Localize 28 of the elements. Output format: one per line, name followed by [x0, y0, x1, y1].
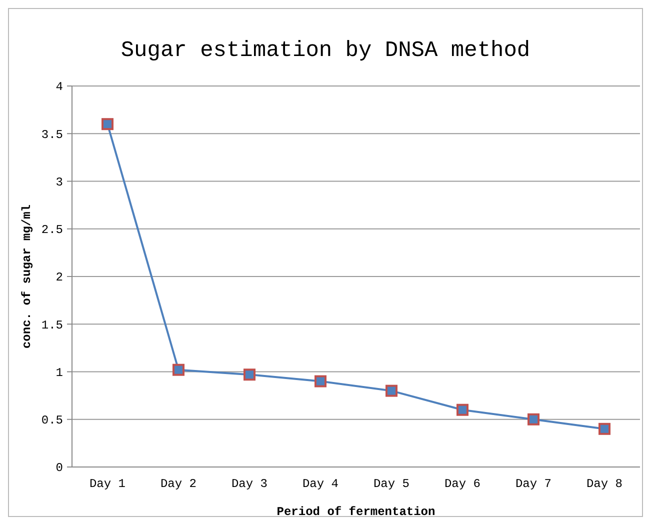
x-tick-label: Day 6 [444, 477, 481, 491]
x-tick-label: Day 3 [231, 477, 268, 491]
y-tick-label: 4 [56, 80, 63, 94]
y-tick-label: 1.5 [41, 318, 63, 332]
point [102, 118, 114, 130]
x-tick-label: Day 8 [586, 477, 623, 491]
y-tick-label: 0 [56, 461, 63, 476]
point [598, 422, 610, 435]
x-tick-label: Day 5 [373, 477, 410, 491]
x-tick-label: Day 2 [160, 477, 197, 491]
y-tick-label: 2.5 [41, 223, 63, 238]
x-axis-title: Period of fermentation [276, 505, 436, 519]
y-tick-label: 2 [56, 270, 63, 285]
y-tick-label: 1 [56, 366, 63, 380]
point [172, 364, 184, 376]
point [528, 413, 540, 426]
x-tick-label: Day 7 [515, 477, 552, 491]
point [244, 368, 256, 381]
chart-title: Sugar estimation by DNSA method [120, 38, 530, 63]
y-tick-label: 3.5 [41, 128, 63, 142]
y-axis-title: conc. of sugar mg/ml [20, 204, 34, 349]
point [456, 404, 468, 416]
y-tick-label: 0.5 [41, 414, 63, 428]
x-tick-label: Day 4 [302, 477, 339, 491]
point [314, 375, 326, 388]
y-tick-label: 3 [56, 175, 63, 190]
point [386, 384, 398, 397]
x-tick-label: Day 1 [89, 477, 126, 491]
